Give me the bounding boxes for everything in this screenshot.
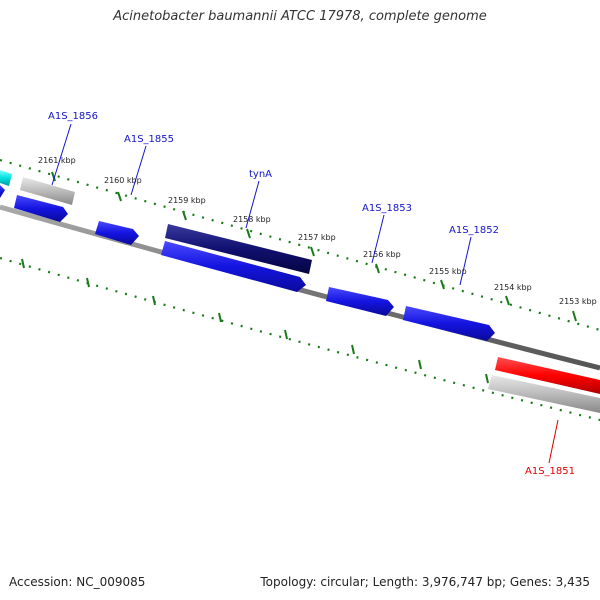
gene-a1s-1853 — [326, 287, 394, 316]
gene-label[interactable]: A1S_1855 — [124, 134, 174, 145]
tick-label: 2157 kbp — [298, 233, 336, 242]
major-tick — [375, 263, 380, 274]
inner-major-tick — [351, 344, 355, 355]
tick-label: 2154 kbp — [494, 283, 532, 292]
gene-label[interactable]: A1S_1851 — [525, 466, 575, 477]
gene-label[interactable]: tynA — [249, 169, 272, 180]
gene-partial-left — [0, 185, 5, 198]
gene-label[interactable]: A1S_1856 — [48, 111, 98, 122]
gene-label[interactable]: A1S_1852 — [449, 225, 499, 236]
tick-label: 2156 kbp — [363, 250, 401, 259]
gene-a1s-1855 — [14, 195, 68, 222]
tick-label: 2158 kbp — [233, 215, 271, 224]
major-tick — [572, 310, 577, 322]
gene-blue-small — [95, 221, 139, 245]
outer-tick-marks — [51, 171, 577, 322]
major-tick — [246, 228, 251, 239]
inner-major-tick — [485, 373, 489, 384]
tick-label: 2159 kbp — [168, 196, 206, 205]
accession-text: Accession: NC_009085 — [9, 575, 146, 589]
major-tick — [440, 279, 445, 290]
genome-backbone — [0, 204, 600, 371]
tick-labels: 2161 kbp 2160 kbp 2159 kbp 2158 kbp 2157 kbp… — [38, 156, 597, 306]
major-tick — [505, 295, 510, 306]
tick-label: 2155 kbp — [429, 267, 467, 276]
major-tick — [51, 171, 56, 182]
genome-summary-text: Topology: circular; Length: 3,976,747 bp… — [260, 575, 590, 589]
major-tick — [310, 246, 315, 257]
gene-gray-reverse — [488, 375, 600, 413]
gene-labels: A1S_1856 A1S_1855 tynA A1S_1853 A1S_1852 A1S_… — [48, 111, 575, 477]
gene-label[interactable]: A1S_1853 — [362, 203, 412, 214]
inner-major-tick — [218, 312, 222, 323]
inner-major-tick — [86, 277, 90, 288]
inner-major-tick — [284, 329, 288, 340]
inner-major-tick — [152, 295, 156, 306]
map-title: Acinetobacter baumannii ATCC 17978, comp… — [113, 9, 487, 24]
gene-a1s-1852 — [403, 306, 495, 341]
gene-tyna — [165, 224, 312, 274]
inner-major-tick — [21, 258, 25, 269]
gene-cyan-partial — [0, 170, 12, 186]
tick-label: 2153 kbp — [559, 297, 597, 306]
gene-a1s-1851 — [495, 357, 600, 394]
outer-dotted-ruler — [0, 158, 600, 332]
major-tick — [182, 210, 187, 221]
tick-label: 2160 kbp — [104, 176, 142, 185]
inner-major-tick — [418, 359, 422, 370]
gene-leader-lines — [51, 123, 559, 464]
major-tick — [117, 191, 122, 202]
inner-dotted-ruler — [0, 256, 600, 422]
gene-a1s-1856 — [20, 177, 75, 205]
tick-label: 2161 kbp — [38, 156, 76, 165]
gene-blue-long — [161, 241, 306, 292]
